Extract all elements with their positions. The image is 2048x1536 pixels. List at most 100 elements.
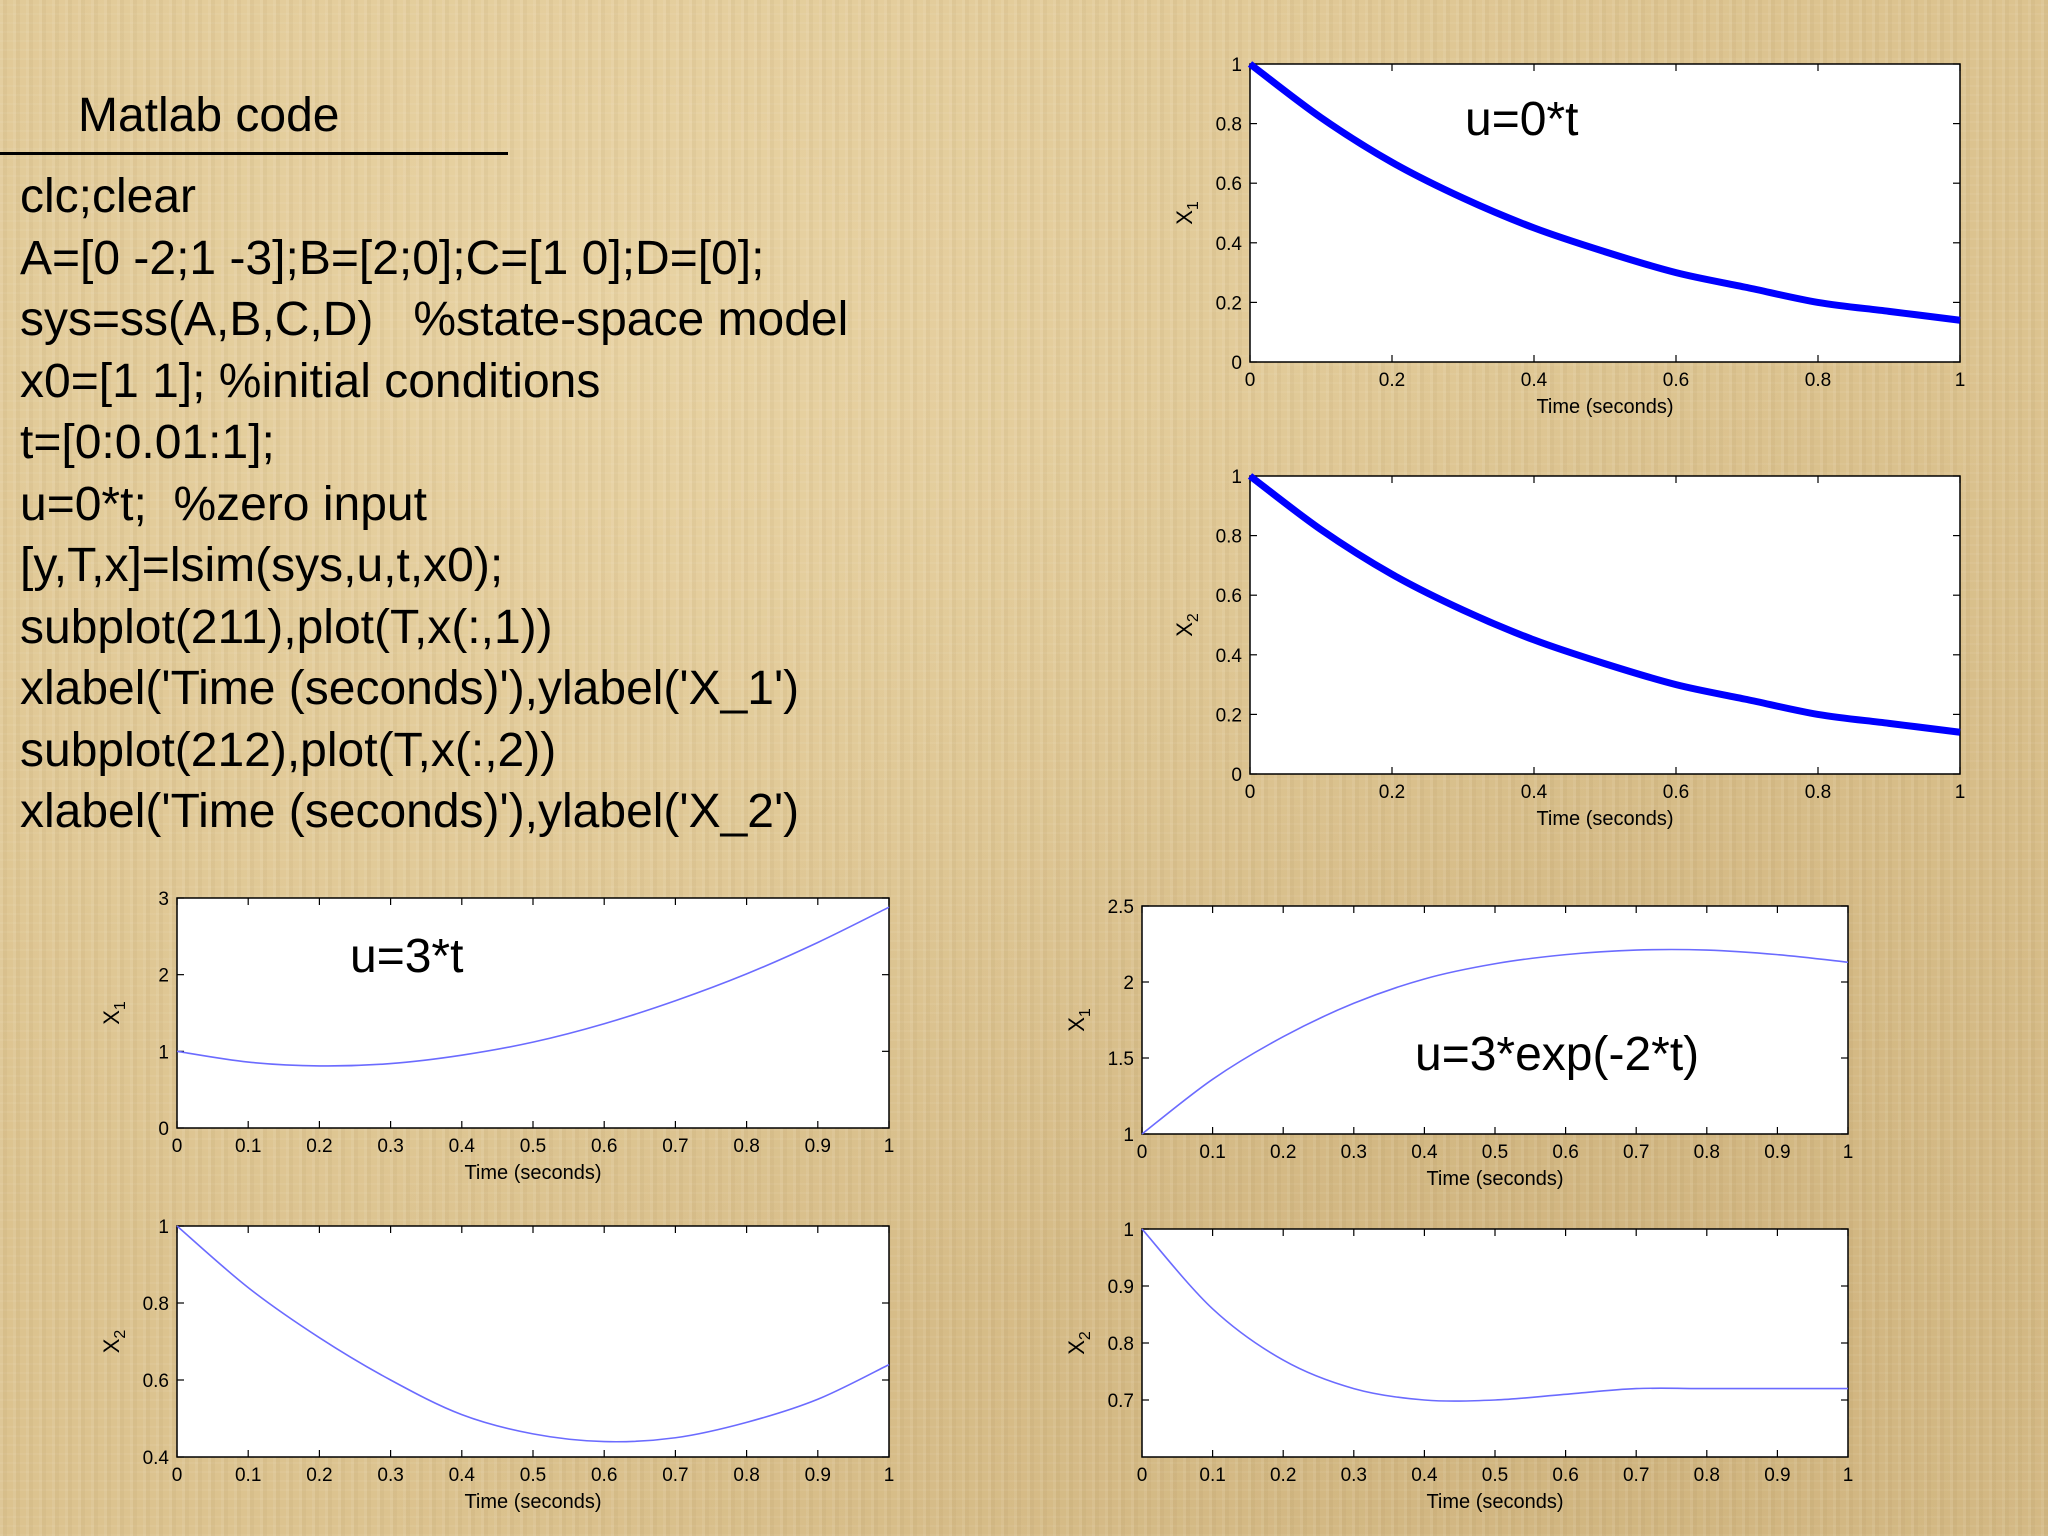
x-axis-label: Time (seconds) — [464, 1491, 601, 1513]
series-line — [1247, 61, 1961, 324]
code-line: A=[0 -2;1 -3];B=[2;0];C=[1 0];D=[0]; — [20, 231, 765, 285]
y-axis-label: X2 — [1172, 613, 1202, 637]
x-tick-label: 0.2 — [1270, 1142, 1296, 1163]
y-tick-label: 0.6 — [1216, 174, 1242, 195]
x-tick-label: 0.1 — [1199, 1142, 1225, 1163]
x-axis-label: Time (seconds) — [1426, 1491, 1563, 1513]
code-line: xlabel('Time (seconds)'),ylabel('X_1') — [20, 662, 800, 715]
y-axis-label: X2 — [1064, 1331, 1094, 1355]
code-line: xlabel('Time (seconds)'),ylabel('X_2') — [20, 785, 800, 838]
chart-3: 0 0.1 0.2 0.3 0.4 0.5 0.6 0.7 0.8 0.9 1 0 1 2 3 Time (s… — [99, 889, 894, 1184]
y-tick-label: 2 — [158, 966, 169, 987]
x-tick-label: 0.9 — [1764, 1465, 1790, 1486]
x-tick-label: 0 — [1137, 1465, 1148, 1486]
code-line: t=[0:0.01:1]; — [20, 416, 275, 469]
y-tick-label: 0.6 — [143, 1371, 169, 1392]
y-tick-label: 0.9 — [1108, 1277, 1134, 1298]
matlab-code-block: clc;clear A=[0 -2;1 -3];B=[2;0];C=[1 0];D… — [20, 166, 848, 843]
x-tick-label: 0.4 — [1411, 1142, 1438, 1163]
x-tick-label: 0.7 — [662, 1465, 688, 1486]
chart-2: 0 0.2 0.4 0.6 0.8 1 0 0.2 0.4 0.6 0.8 1 Time (second… — [1172, 467, 1965, 830]
y-tick-label: 3 — [158, 889, 169, 910]
y-tick-label: 1 — [158, 1042, 169, 1063]
x-tick-label: 1 — [1843, 1465, 1854, 1486]
chart-1: 0 0.2 0.4 0.6 0.8 1 0 0.2 0.4 0.6 0.8 1 Time (second… — [1172, 55, 1965, 418]
y-tick-label: 2.5 — [1108, 897, 1134, 918]
x-tick-label: 0.9 — [805, 1136, 831, 1157]
x-tick-label: 1 — [884, 1136, 895, 1157]
y-axis-label: X2 — [99, 1330, 129, 1354]
y-tick-label: 1.5 — [1108, 1049, 1134, 1070]
code-line: subplot(212),plot(T,x(:,2)) — [20, 723, 557, 777]
x-tick-label: 0.8 — [733, 1465, 759, 1486]
code-line: u=0*t; %zero input — [20, 477, 427, 531]
x-tick-label: 0 — [172, 1465, 183, 1486]
series-line — [1141, 948, 1849, 1135]
y-tick-label: 0.8 — [1216, 115, 1242, 136]
chart-5: 0 0.1 0.2 0.3 0.4 0.5 0.6 0.7 0.8 0.9 1 1 1.5 2 2.5 Tim… — [1064, 897, 1853, 1190]
y-tick-label: 0 — [1231, 353, 1242, 374]
x-tick-label: 1 — [1955, 782, 1966, 803]
x-tick-label: 0.2 — [306, 1136, 332, 1157]
y-tick-label: 0.8 — [143, 1294, 169, 1315]
x-tick-label: 0.8 — [1805, 370, 1831, 391]
x-tick-label: 0.2 — [1270, 1465, 1296, 1486]
y-tick-label: 1 — [1123, 1220, 1134, 1241]
y-tick-label: 0.4 — [143, 1448, 170, 1469]
x-tick-label: 0.5 — [520, 1465, 546, 1486]
code-line: clc;clear — [20, 170, 197, 223]
x-axis-label: Time (seconds) — [1426, 1168, 1563, 1190]
y-axis-label: X1 — [1064, 1008, 1094, 1032]
x-tick-label: 0.3 — [1341, 1465, 1367, 1486]
chart-annotation: u=3*t — [350, 930, 463, 983]
series-line — [176, 906, 890, 1067]
code-line: sys=ss(A,B,C,D) %state-space model — [20, 293, 849, 346]
y-tick-label: 0.4 — [1216, 646, 1243, 667]
x-axis-label: Time (seconds) — [464, 1162, 601, 1184]
x-tick-label: 0.3 — [377, 1465, 403, 1486]
x-tick-label: 0.5 — [520, 1136, 546, 1157]
x-tick-label: 0.9 — [1764, 1142, 1790, 1163]
x-tick-label: 0.7 — [1623, 1142, 1649, 1163]
y-tick-label: 1 — [1123, 1125, 1134, 1146]
x-tick-label: 0.5 — [1482, 1142, 1508, 1163]
y-tick-label: 0.2 — [1216, 293, 1242, 314]
x-axis-label: Time (seconds) — [1536, 396, 1673, 418]
x-tick-label: 0.8 — [733, 1136, 759, 1157]
x-tick-label: 0.5 — [1482, 1465, 1508, 1486]
x-tick-label: 1 — [1955, 370, 1966, 391]
x-tick-label: 0.1 — [1199, 1465, 1225, 1486]
x-tick-label: 0.6 — [591, 1136, 617, 1157]
x-tick-label: 0.6 — [591, 1465, 617, 1486]
y-tick-label: 0 — [158, 1119, 169, 1140]
x-tick-label: 0 — [1137, 1142, 1148, 1163]
x-tick-label: 0.3 — [1341, 1142, 1367, 1163]
x-tick-label: 0 — [1245, 370, 1256, 391]
y-tick-label: 0.7 — [1108, 1391, 1134, 1412]
slide-heading: Matlab code — [78, 89, 340, 142]
code-line: subplot(211),plot(T,x(:,1)) — [20, 600, 553, 654]
chart-6: 0 0.1 0.2 0.3 0.4 0.5 0.6 0.7 0.8 0.9 1 0.7 0.8 0.9 1 T… — [1064, 1220, 1853, 1513]
x-tick-label: 0.1 — [235, 1136, 261, 1157]
x-tick-label: 1 — [1843, 1142, 1854, 1163]
plot-area — [1141, 1228, 1849, 1458]
x-axis-label: Time (seconds) — [1536, 808, 1673, 830]
chart-4: 0 0.1 0.2 0.3 0.4 0.5 0.6 0.7 0.8 0.9 1 0.4 0.6 0.8 1 T… — [99, 1217, 894, 1513]
plot-area — [176, 1225, 890, 1458]
x-tick-label: 0.4 — [1521, 782, 1548, 803]
plot-area — [1141, 905, 1849, 1135]
code-line: [y,T,x]=lsim(sys,u,t,x0); — [20, 539, 504, 592]
y-tick-label: 1 — [158, 1217, 169, 1238]
x-tick-label: 0.6 — [1663, 782, 1689, 803]
x-tick-label: 0.8 — [1694, 1142, 1720, 1163]
y-tick-label: 0 — [1231, 765, 1242, 786]
x-tick-label: 0.6 — [1663, 370, 1689, 391]
x-tick-label: 0.2 — [1379, 782, 1405, 803]
x-tick-label: 0.6 — [1552, 1142, 1578, 1163]
chart-annotation: u=0*t — [1465, 93, 1578, 146]
x-tick-label: 0.3 — [377, 1136, 403, 1157]
heading-underline — [0, 152, 508, 155]
x-tick-label: 0.8 — [1694, 1465, 1720, 1486]
y-tick-label: 0.8 — [1216, 527, 1242, 548]
